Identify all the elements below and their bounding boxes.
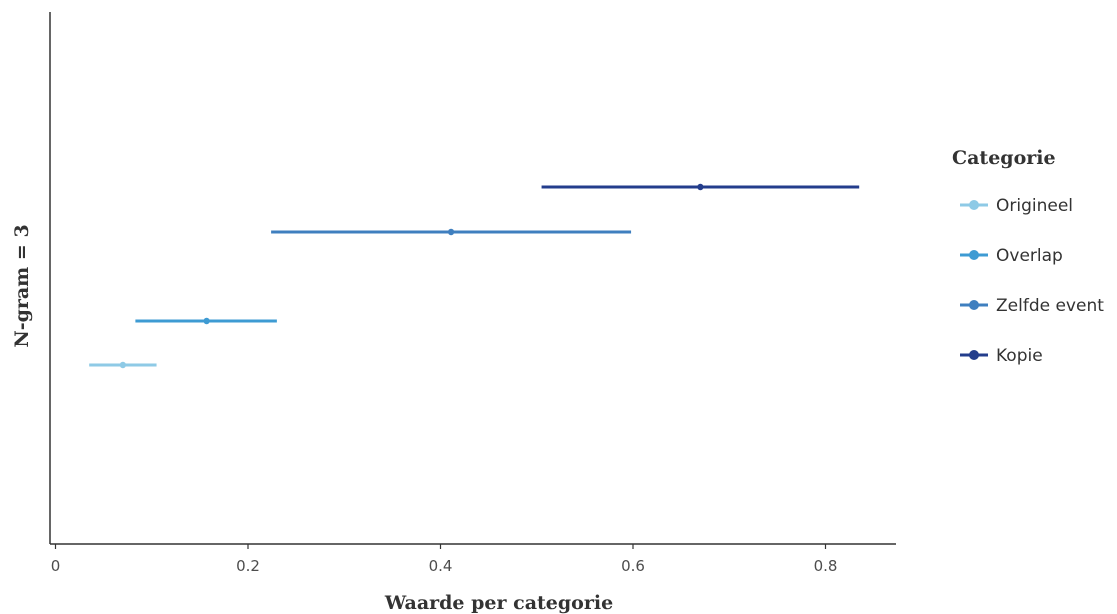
x-tick-label: 0.2 [236,557,260,575]
legend-items: Origineel Overlap Zelfde event Kopie [960,196,1104,366]
x-axis-title: Waarde per categorie [384,592,613,614]
legend-key-point [969,300,979,310]
intervals [89,183,860,369]
legend-title: Categorie [952,147,1056,169]
interval-point [119,361,127,369]
x-tick-label: 0.6 [621,557,645,575]
plot-area: 0 0.2 0.4 0.6 0.8 [49,12,896,575]
legend-key-point [969,200,979,210]
legend-label: Overlap [996,246,1063,266]
x-tick-label: 0.8 [814,557,838,575]
legend-label: Kopie [996,346,1043,366]
legend-label: Zelfde event [996,296,1104,316]
legend-label: Origineel [996,196,1073,216]
interval-point [697,183,704,191]
x-tick-label: 0 [51,557,61,575]
legend: Categorie Origineel Overlap Zelfde event Ko… [952,147,1104,366]
interval-point [203,317,210,325]
interval-point [447,228,455,236]
x-tick-label: 0.4 [429,557,453,575]
legend-key-point [969,250,979,260]
x-ticks: 0 0.2 0.4 0.6 0.8 [51,544,838,575]
legend-key-point [969,350,979,360]
y-axis-title: N-gram = 3 [11,224,33,347]
